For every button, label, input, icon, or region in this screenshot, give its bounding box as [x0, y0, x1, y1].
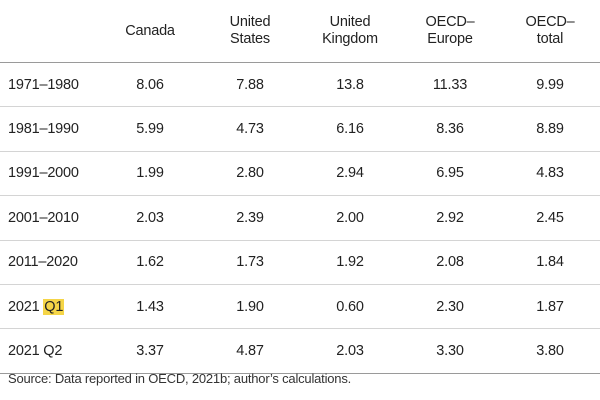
header-empty-cell [0, 0, 100, 63]
inflation-table: Canada United States United Kingdom OECD… [0, 0, 600, 374]
row-label-text: 1991–2000 [8, 165, 79, 182]
table-body: 1971–1980 8.06 7.88 13.8 11.33 9.99 1981–1990 5… [0, 62, 600, 374]
table-cell: 2.03 [100, 195, 200, 241]
table-cell: 2.03 [300, 328, 400, 374]
row-label-text: 2001–2010 [8, 209, 79, 226]
table-cell: 2.30 [400, 284, 500, 330]
table-cell: 8.06 [100, 62, 200, 108]
table-cell: 0.60 [300, 284, 400, 330]
table-cell: 13.8 [300, 62, 400, 108]
table-cell: 1.87 [500, 284, 600, 330]
table-cell: 1.92 [300, 240, 400, 285]
table-cell: 8.89 [500, 106, 600, 152]
table-row: 1971–1980 8.06 7.88 13.8 11.33 9.99 [0, 62, 600, 108]
table-cell: 2.92 [400, 195, 500, 241]
table-cell: 6.16 [300, 106, 400, 152]
table-header: Canada United States United Kingdom OECD… [0, 0, 600, 63]
table-cell: 2.80 [200, 151, 300, 197]
column-header-oecd-europe: OECD– Europe [400, 0, 500, 63]
column-header-united-states: United States [200, 0, 300, 63]
row-label: 2021 Q2 [0, 328, 100, 374]
row-label-text: 1981–1990 [8, 121, 79, 138]
table-cell: 7.88 [200, 62, 300, 108]
row-label-highlight: Q1 [43, 298, 65, 315]
header-row: Canada United States United Kingdom OECD… [0, 0, 600, 63]
row-label: 2021 Q1 [0, 284, 100, 330]
row-label-text: 2021 Q2 [8, 343, 63, 360]
table-cell: 1.90 [200, 284, 300, 330]
table-row: 1991–2000 1.99 2.80 2.94 6.95 4.83 [0, 151, 600, 197]
table-cell: 8.36 [400, 106, 500, 152]
table-row: 2001–2010 2.03 2.39 2.00 2.92 2.45 [0, 195, 600, 241]
row-label-text: 2021 [8, 298, 44, 315]
table-cell: 1.43 [100, 284, 200, 330]
table-cell: 2.94 [300, 151, 400, 197]
table-cell: 2.39 [200, 195, 300, 241]
table-cell: 6.95 [400, 151, 500, 197]
table-cell: 11.33 [400, 62, 500, 108]
table-cell: 3.80 [500, 328, 600, 374]
table-cell: 2.00 [300, 195, 400, 241]
table-cell: 4.73 [200, 106, 300, 152]
data-table-container: Canada United States United Kingdom OECD… [0, 0, 600, 374]
row-label: 2011–2020 [0, 240, 100, 285]
table-cell: 4.83 [500, 151, 600, 197]
table-cell: 1.73 [200, 240, 300, 285]
table-cell: 2.45 [500, 195, 600, 241]
table-cell: 1.99 [100, 151, 200, 197]
row-label-text: 2011–2020 [8, 254, 78, 271]
table-cell: 1.62 [100, 240, 200, 285]
table-cell: 5.99 [100, 106, 200, 152]
column-header-canada: Canada [100, 0, 200, 63]
row-label: 1981–1990 [0, 106, 100, 152]
table-row: 2011–2020 1.62 1.73 1.92 2.08 1.84 [0, 240, 600, 285]
row-label: 1971–1980 [0, 62, 100, 108]
table-cell: 4.87 [200, 328, 300, 374]
table-cell: 2.08 [400, 240, 500, 285]
column-header-oecd-total: OECD– total [500, 0, 600, 63]
table-row: 1981–1990 5.99 4.73 6.16 8.36 8.89 [0, 106, 600, 152]
source-note: Source: Data reported in OECD, 2021b; au… [8, 371, 352, 386]
column-header-united-kingdom: United Kingdom [300, 0, 400, 63]
row-label: 1991–2000 [0, 151, 100, 197]
row-label-text: 1971–1980 [8, 76, 79, 93]
table-cell: 3.30 [400, 328, 500, 374]
table-cell: 9.99 [500, 62, 600, 108]
row-label: 2001–2010 [0, 195, 100, 241]
table-cell: 1.84 [500, 240, 600, 285]
table-row: 2021 Q2 3.37 4.87 2.03 3.30 3.80 [0, 328, 600, 374]
table-cell: 3.37 [100, 328, 200, 374]
table-row: 2021 Q1 1.43 1.90 0.60 2.30 1.87 [0, 284, 600, 330]
